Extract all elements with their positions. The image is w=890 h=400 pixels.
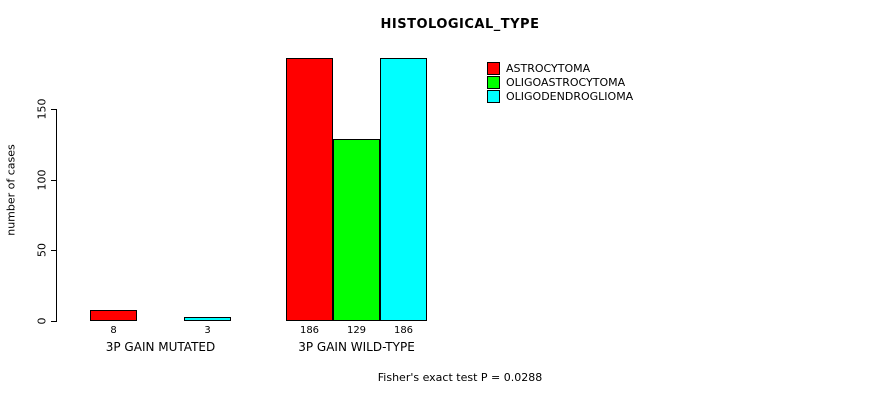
- y-tick-label: 150: [35, 98, 49, 120]
- legend-label: ASTROCYTOMA: [506, 62, 591, 75]
- bar-value-label: 186: [393, 325, 414, 336]
- bar-value-label: 8: [110, 325, 117, 336]
- chart-title: HISTOLOGICAL_TYPE: [380, 17, 540, 32]
- legend-item: ASTROCYTOMA: [487, 62, 633, 75]
- legend-label: OLIGODENDROGLIOMA: [506, 90, 634, 103]
- y-tick-label: 100: [35, 169, 49, 191]
- category-label: 3P GAIN WILD-TYPE: [298, 340, 415, 354]
- legend-label: OLIGOASTROCYTOMA: [506, 76, 626, 89]
- bar-value-label: 3: [204, 325, 211, 336]
- legend-swatch: [487, 62, 500, 75]
- bar-astrocytoma: [286, 58, 333, 321]
- y-tick: [51, 179, 56, 181]
- y-tick-label: 0: [35, 317, 49, 325]
- bar-value-label: 186: [299, 325, 320, 336]
- legend-item: OLIGOASTROCYTOMA: [487, 76, 633, 89]
- y-tick: [51, 321, 56, 322]
- bar-oligodendroglioma: [184, 317, 231, 321]
- bar-oligoastrocytoma: [333, 139, 380, 321]
- subtitle-pvalue: Fisher's exact test P = 0.0288: [377, 371, 543, 384]
- legend-swatch: [487, 90, 500, 103]
- legend: ASTROCYTOMA OLIGOASTROCYTOMA OLIGODENDROGL…: [487, 62, 633, 104]
- legend-item: OLIGODENDROGLIOMA: [487, 90, 633, 103]
- bar-astrocytoma: [90, 310, 137, 321]
- y-tick-label: 50: [35, 243, 49, 258]
- y-tick: [51, 108, 56, 110]
- y-axis: [56, 108, 57, 322]
- legend-swatch: [487, 76, 500, 89]
- bar-value-label: 129: [346, 325, 367, 336]
- category-label: 3P GAIN MUTATED: [105, 340, 216, 354]
- bar-oligodendroglioma: [380, 58, 427, 321]
- y-tick: [51, 250, 56, 252]
